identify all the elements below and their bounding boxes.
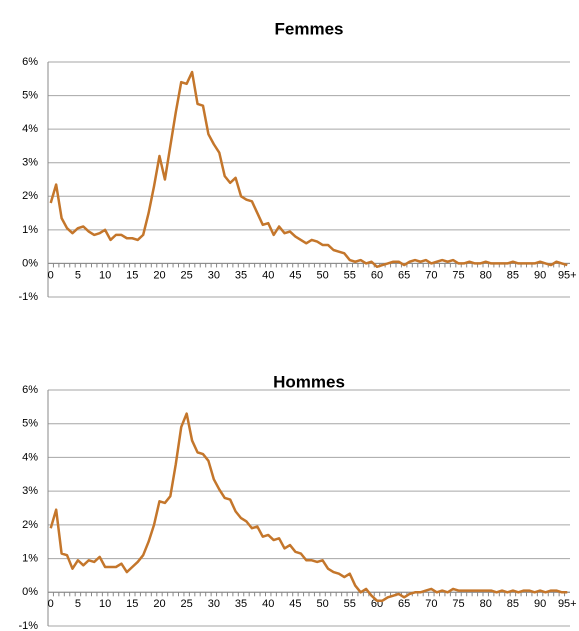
x-tick-label: 45 [289,598,301,610]
x-tick-label: 95+ [558,598,577,610]
x-tick-label: 40 [262,269,274,281]
x-tick-label: 90 [534,269,546,281]
x-tick-label: 35 [235,269,247,281]
x-tick-label: 75 [452,598,464,610]
x-tick-label: 0 [48,598,54,610]
x-tick-label: 80 [480,269,492,281]
x-tick-label: 70 [425,269,437,281]
x-tick-label: 65 [398,598,410,610]
data-line [49,412,568,602]
y-tick-label: 5% [22,418,38,430]
y-tick-label: 3% [22,157,38,169]
x-tick-label: 10 [99,598,111,610]
x-tick-label: 25 [181,269,193,281]
y-tick-label: 6% [22,384,38,396]
x-tick-label: 60 [371,269,383,281]
x-tick-label: 10 [99,269,111,281]
y-tick-label: 0% [22,586,38,598]
x-tick-label: 40 [262,598,274,610]
y-tick-label: 0% [22,257,38,269]
x-tick-label: 0 [48,269,54,281]
x-tick-label: 75 [452,269,464,281]
y-tick-label: -1% [18,620,38,631]
x-tick-label: 45 [289,269,301,281]
x-tick-label: 70 [425,598,437,610]
x-tick-label: 35 [235,598,247,610]
x-tick-label: 20 [153,269,165,281]
y-tick-label: 2% [22,190,38,202]
x-tick-label: 90 [534,598,546,610]
x-tick-label: 30 [208,598,220,610]
x-tick-label: 15 [126,269,138,281]
x-tick-label: 15 [126,598,138,610]
y-tick-label: 6% [22,56,38,68]
x-tick-label: 25 [181,598,193,610]
y-tick-label: 4% [22,451,38,463]
x-tick-label: 55 [344,598,356,610]
x-tick-label: 5 [75,269,81,281]
y-tick-label: 1% [22,224,38,236]
y-tick-label: 1% [22,552,38,564]
x-tick-label: 50 [316,269,328,281]
x-tick-label: 95+ [558,269,577,281]
y-tick-label: 4% [22,123,38,135]
x-tick-label: 80 [480,598,492,610]
x-tick-label: 65 [398,269,410,281]
chart-title: Femmes [275,19,344,38]
x-tick-label: 5 [75,598,81,610]
chart-title: Hommes [273,372,345,391]
x-tick-label: 85 [507,598,519,610]
x-tick-label: 55 [344,269,356,281]
x-tick-label: 30 [208,269,220,281]
x-tick-label: 20 [153,598,165,610]
x-tick-label: 85 [507,269,519,281]
y-tick-label: 5% [22,89,38,101]
data-line [49,70,568,269]
y-tick-label: 3% [22,485,38,497]
y-tick-label: 2% [22,519,38,531]
x-tick-label: 50 [316,598,328,610]
y-tick-label: -1% [18,291,38,303]
